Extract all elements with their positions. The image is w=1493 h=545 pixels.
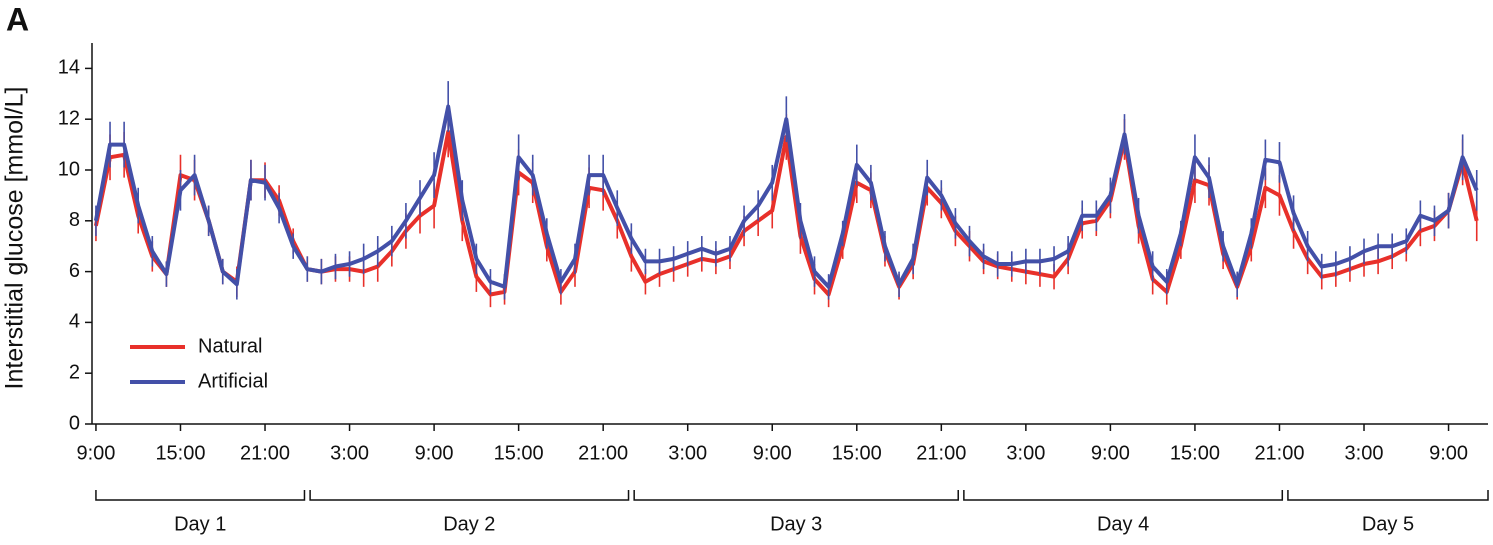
x-tick-label: 3:00 (668, 442, 707, 464)
x-tick-label: 9:00 (1091, 442, 1130, 464)
day-label: Day 4 (1097, 513, 1149, 535)
x-tick-label: 15:00 (155, 442, 205, 464)
day-bracket (95, 490, 306, 501)
legend-label: Artificial (198, 370, 268, 392)
x-tick-label: 21:00 (916, 442, 966, 464)
y-tick-label: 0 (69, 412, 80, 434)
day-bracket (1287, 490, 1489, 501)
y-tick-label: 8 (69, 209, 80, 231)
x-tick-label: 9:00 (1429, 442, 1468, 464)
y-axis-label: Interstitial glucose [mmol/L] (1, 87, 29, 390)
y-tick-label: 4 (69, 311, 80, 333)
x-tick-label: 15:00 (494, 442, 544, 464)
day-bracket (963, 490, 1284, 501)
day-label: Day 5 (1362, 513, 1414, 535)
x-tick-label: 21:00 (1254, 442, 1304, 464)
y-tick-label: 14 (58, 57, 80, 79)
y-tick-label: 6 (69, 260, 80, 282)
x-tick-label: 9:00 (415, 442, 454, 464)
day-label: Day 3 (770, 513, 822, 535)
x-tick-label: 3:00 (330, 442, 369, 464)
day-bracket (633, 490, 959, 501)
day-label: Day 2 (443, 513, 495, 535)
y-tick-label: 2 (69, 361, 80, 383)
x-tick-label: 15:00 (1170, 442, 1220, 464)
x-tick-label: 9:00 (76, 442, 115, 464)
x-tick-label: 21:00 (240, 442, 290, 464)
panel-label: A (6, 1, 29, 37)
series-line (93, 104, 1479, 289)
x-tick-label: 15:00 (832, 442, 882, 464)
day-label: Day 1 (174, 513, 226, 535)
day-bracket (309, 490, 630, 501)
y-tick-label: 10 (58, 158, 80, 180)
legend-label: Natural (198, 335, 262, 357)
x-tick-label: 9:00 (753, 442, 792, 464)
y-tick-label: 12 (58, 107, 80, 129)
x-tick-label: 21:00 (578, 442, 628, 464)
x-tick-label: 3:00 (1006, 442, 1045, 464)
x-tick-label: 3:00 (1345, 442, 1384, 464)
